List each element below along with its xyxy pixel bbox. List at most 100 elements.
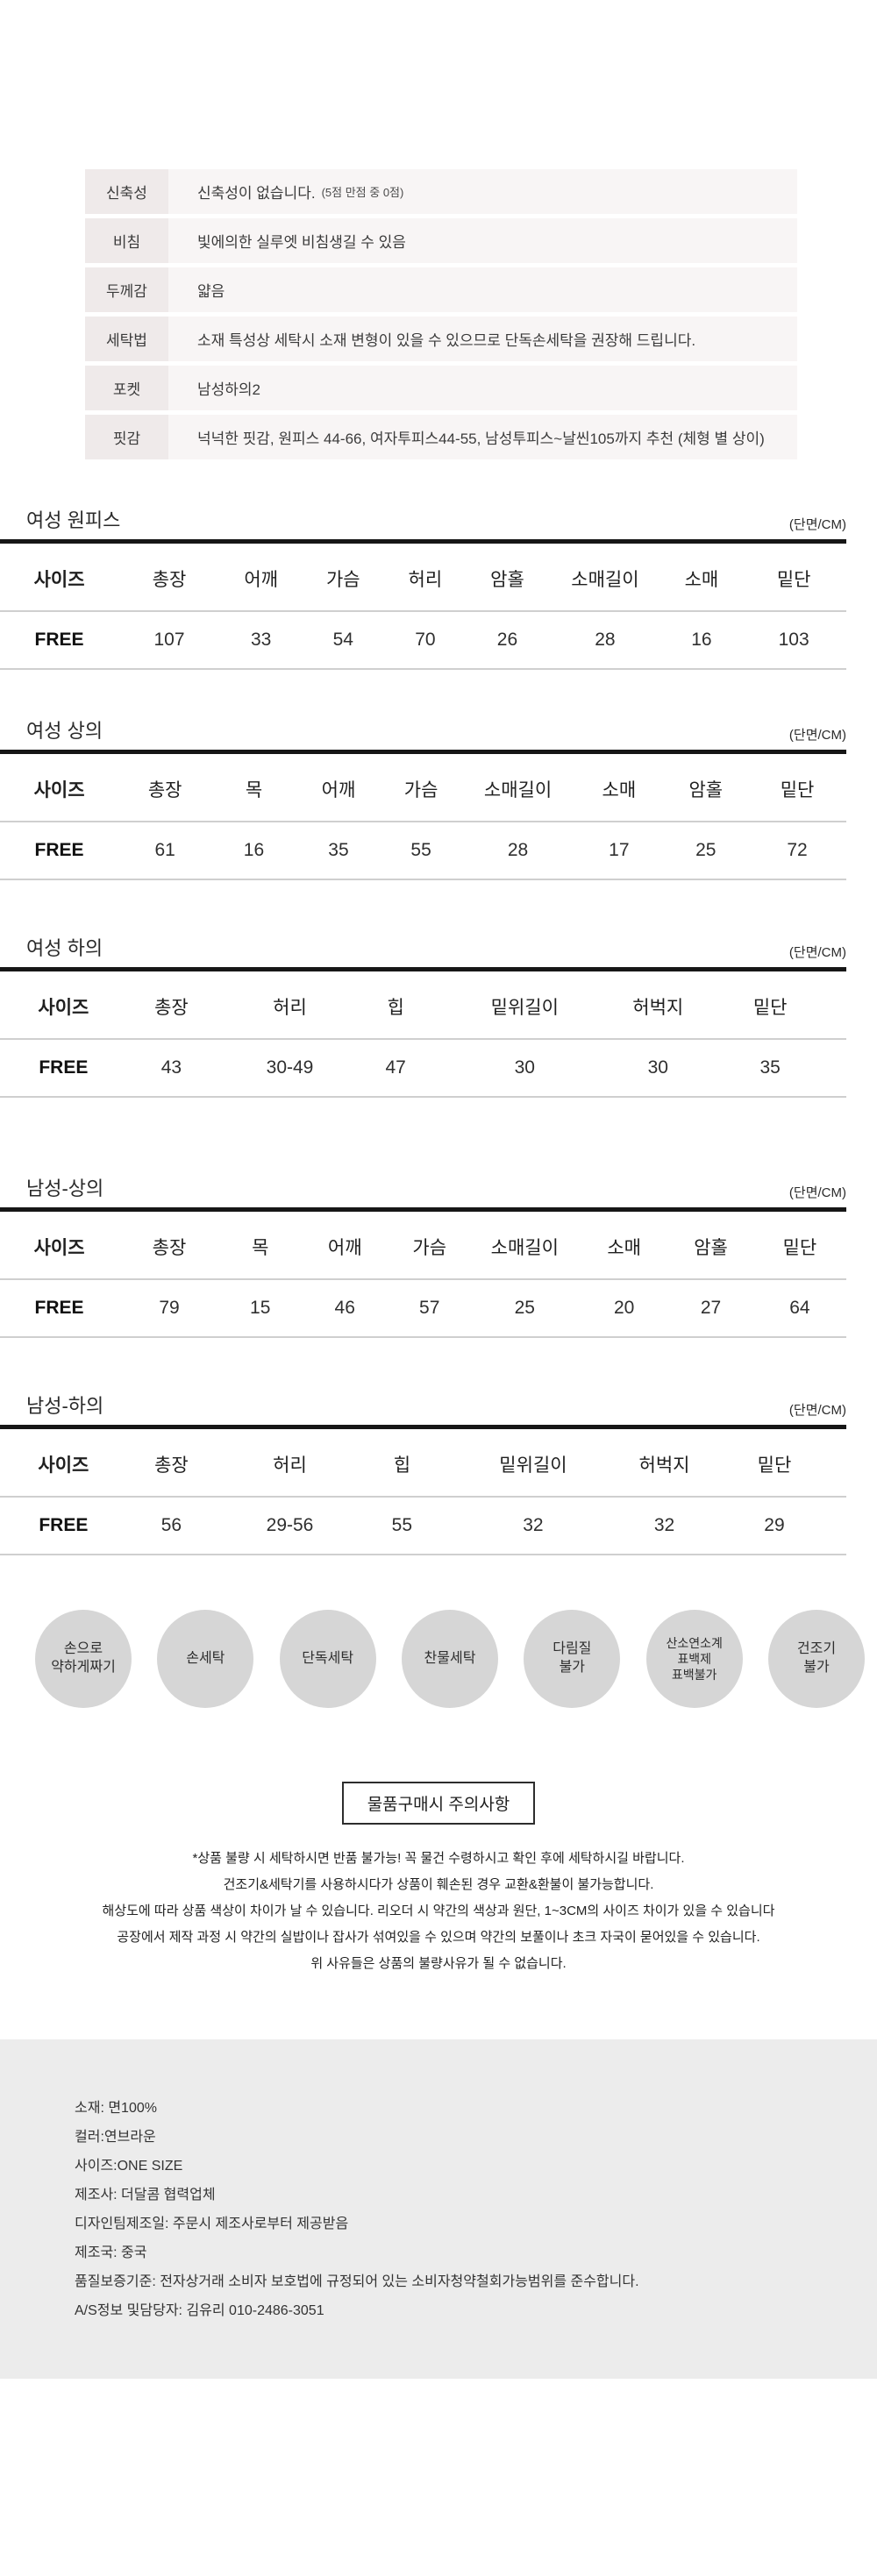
product-info-line-2: 사이즈:ONE SIZE: [75, 2159, 183, 2174]
care-badge-2: 단독세탁: [279, 1610, 376, 1708]
size-table-head: 여성 원피스 (단면/CM): [0, 505, 877, 539]
fabric-row-value: 얇음: [168, 267, 235, 312]
size-table-header-row: 사이즈 총장 허리 힙 밑위길이 허벅지 밑단: [0, 1427, 846, 1498]
product-info-line-5: 제조국: 중국: [75, 2245, 147, 2260]
care-badge-4: 다림질 불가: [524, 1610, 621, 1708]
size-table-value-row: FREE 43 30-49 47 30 30 35: [0, 1039, 846, 1098]
size-table-header-cell: 소매길이: [548, 541, 662, 612]
size-table-header-cell: 소매: [661, 541, 742, 612]
size-table-header-cell: 허리: [384, 541, 467, 612]
fabric-row-value-text: 소재 특성상 세탁시 소재 변형이 있을 수 있으므로 단독손세탁을 권장해 드…: [197, 332, 696, 349]
size-table-value-cell: 43: [126, 1039, 217, 1098]
size-table-header-row: 사이즈 총장 목 어깨 가슴 소매길이 소매 암홀 밑단: [0, 751, 846, 822]
size-table-header-cell: 암홀: [466, 541, 549, 612]
product-info-line-7: A/S정보 및담당자: 김유리 010-2486-3051: [75, 2303, 324, 2318]
size-table-header-cell: 목: [211, 751, 296, 822]
care-badge-label: 건조기: [796, 1641, 837, 1657]
fabric-row-value-text: 남성하의2: [197, 381, 261, 398]
size-table-header-cell: 힙: [363, 1427, 440, 1498]
size-table-head: 여성 상의 (단면/CM): [0, 715, 877, 750]
size-table-value-cell: 56: [126, 1497, 217, 1555]
product-info-line-6: 품질보증기준: 전자상거래 소비자 보호법에 규정되어 있는 소비자청약철회가능…: [75, 2274, 639, 2289]
size-table-head: 남성-상의 (단면/CM): [0, 1173, 877, 1207]
size-table-header-cell: 가슴: [302, 541, 385, 612]
size-table-unit: (단면/CM): [788, 728, 846, 743]
size-table-header-cell: 소매길이: [469, 1209, 580, 1280]
size-table-value-cell: 25: [663, 822, 749, 880]
size-table-header-cell: 사이즈: [0, 751, 119, 822]
size-table-value-cell: 72: [748, 822, 846, 880]
notice-line-2: 해상도에 따라 상품 색상이 차이가 날 수 있습니다. 리오더 시 약간의 색…: [102, 1904, 775, 1918]
size-table-value-cell: 30-49: [216, 1039, 364, 1098]
fabric-row-label: 세탁법: [85, 317, 168, 361]
size-table-value-cell: FREE: [0, 1039, 127, 1098]
size-table-section-4: 남성-하의 (단면/CM) 사이즈 총장 허리 힙 밑위길이 허벅지 밑단 FREE 56 29-56…: [0, 1391, 877, 1555]
size-table-header-cell: 허리: [216, 1427, 364, 1498]
size-table-header-cell: 밑단: [702, 1427, 846, 1498]
size-tables: 여성 원피스 (단면/CM) 사이즈 총장 어깨 가슴 허리 암홀 소매길이 소매 밑단 FREE 10…: [0, 505, 877, 1555]
fabric-row-value-text: 얇음: [197, 283, 225, 300]
size-table-head: 남성-하의 (단면/CM): [0, 1391, 877, 1425]
size-table: 사이즈 총장 목 어깨 가슴 소매길이 소매 암홀 밑단 FREE 79 15 46 57 25 20 27 64: [0, 1207, 846, 1338]
size-table-value-cell: 20: [579, 1279, 669, 1338]
size-table-value-row: FREE 61 16 35 55 28 17 25 72: [0, 822, 846, 880]
size-table-header-row: 사이즈 총장 목 어깨 가슴 소매길이 소매 암홀 밑단: [0, 1209, 846, 1280]
fabric-row-label: 핏감: [85, 415, 168, 459]
fabric-row-비침: 비침 빛에의한 실루엣 비침생길 수 있음: [85, 218, 797, 263]
size-table-header-cell: 총장: [126, 1427, 217, 1498]
care-badge-label: 불가: [803, 1660, 830, 1675]
size-table: 사이즈 총장 어깨 가슴 허리 암홀 소매길이 소매 밑단 FREE 107 33 54 70 26 28 16…: [0, 539, 846, 670]
fabric-row-신축성: 신축성 신축성이 없습니다. (5점 만점 중 0점): [85, 169, 797, 214]
size-table-header-cell: 허벅지: [622, 969, 695, 1040]
size-table-section-3: 남성-상의 (단면/CM) 사이즈 총장 목 어깨 가슴 소매길이 소매 암홀 밑단 FREE 79 15…: [0, 1173, 877, 1338]
size-table-header-cell: 사이즈: [0, 1209, 119, 1280]
size-table-header-cell: 어깨: [300, 1209, 389, 1280]
size-table-value-cell: 17: [574, 822, 664, 880]
fabric-row-value-text: 신축성이 없습니다.: [197, 185, 316, 202]
notice-line-4: 위 사유들은 상품의 불량사유가 될 수 없습니다.: [310, 1956, 567, 1971]
fabric-row-value-text: 빛에의한 실루엣 비침생길 수 있음: [197, 234, 406, 251]
fabric-row-value: 신축성이 없습니다. (5점 만점 중 0점): [168, 169, 414, 214]
size-table-value-cell: 30: [622, 1039, 695, 1098]
purchase-notice-title: 물품구매시 주의사항: [367, 1796, 510, 1814]
product-info-band: 소재: 면100% 컬러:연브라운 사이즈:ONE SIZE 제조사: 더달콤 협력업…: [0, 2039, 877, 2379]
purchase-notice-box: 물품구매시 주의사항: [341, 1782, 536, 1825]
size-table-header-cell: 어깨: [296, 751, 381, 822]
size-table-value-cell: 107: [118, 611, 220, 670]
size-table-value-row: FREE 56 29-56 55 32 32 29: [0, 1497, 846, 1555]
size-table-value-cell: FREE: [0, 611, 119, 670]
product-info-line-3: 제조사: 더달콤 협력업체: [75, 2188, 216, 2202]
fabric-row-label: 비침: [85, 218, 168, 263]
care-badge-5: 산소연소계 표백제 표백불가: [645, 1610, 743, 1708]
size-table-header-cell: 소매길이: [460, 751, 575, 822]
care-badge-3: 찬물세탁: [401, 1610, 498, 1708]
care-badges: 손으로 약하게짜기 손세탁 단독세탁 찬물세탁 다림질 불가 산소연소계 표백제 표백불가 건조기 불…: [0, 1610, 877, 1708]
size-table-header-cell: 소매: [579, 1209, 669, 1280]
care-badge-label: 찬물세탁: [424, 1650, 476, 1666]
fabric-info-table: 신축성 신축성이 없습니다. (5점 만점 중 0점) 비침 빛에의한 실루엣 비침생길…: [85, 169, 797, 459]
product-info-line-1: 컬러:연브라운: [75, 2130, 156, 2145]
size-table-value-cell: 29-56: [216, 1497, 364, 1555]
size-table-value-row: FREE 107 33 54 70 26 28 16 103: [0, 611, 846, 670]
size-table-value-cell: 16: [211, 822, 296, 880]
size-table-header-cell: 사이즈: [0, 969, 127, 1040]
size-table-value-cell: 28: [548, 611, 662, 670]
size-table-header-cell: 사이즈: [0, 1427, 127, 1498]
size-table-title: 여성 원피스: [26, 509, 121, 531]
size-table-value-cell: 15: [219, 1279, 301, 1338]
notice-line-0: *상품 불량 시 세탁하시면 반품 불가능! 꼭 물건 수령하시고 확인 후에 …: [192, 1851, 685, 1866]
size-table: 사이즈 총장 허리 힙 밑위길이 허벅지 밑단 FREE 56 29-56 55 32 32 29: [0, 1425, 846, 1555]
size-table-header-cell: 밑단: [752, 1209, 846, 1280]
size-table-unit: (단면/CM): [788, 945, 846, 960]
size-table-unit: (단면/CM): [788, 517, 846, 532]
fabric-row-두께감: 두께감 얇음: [85, 267, 797, 312]
fabric-row-value: 넉넉한 핏감, 원피스 44-66, 여자투피스44-55, 남성투피스~날씬1…: [168, 415, 775, 459]
care-badge-label: 불가: [559, 1660, 586, 1675]
size-table-value-cell: 64: [752, 1279, 846, 1338]
size-table-header-cell: 밑단: [741, 541, 846, 612]
size-table-unit: (단면/CM): [788, 1403, 846, 1418]
fabric-row-label: 두께감: [85, 267, 168, 312]
fabric-row-label: 신축성: [85, 169, 168, 214]
size-table-header-cell: 가슴: [389, 1209, 470, 1280]
size-table-header-cell: 밑단: [694, 969, 846, 1040]
